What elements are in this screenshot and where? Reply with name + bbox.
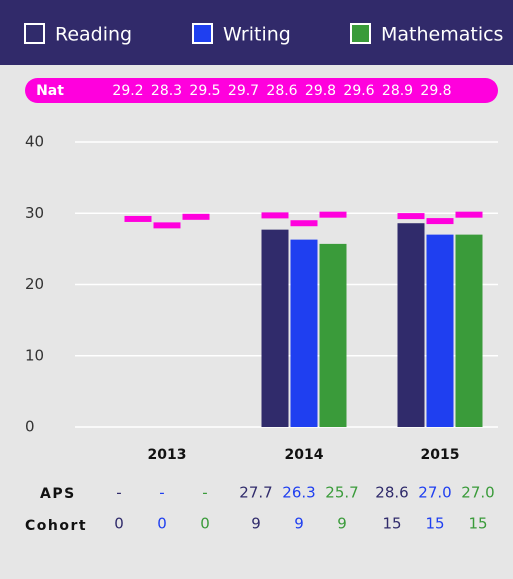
legend-bar	[0, 0, 513, 65]
aps-value: 25.7	[325, 484, 358, 502]
y-tick-label: 20	[25, 275, 44, 293]
y-tick-label: 0	[25, 418, 35, 436]
nat-marker	[290, 220, 318, 227]
row-label: Cohort	[25, 518, 87, 534]
legend-swatch	[24, 23, 45, 44]
nat-marker	[153, 222, 181, 229]
row-label: APS	[40, 486, 76, 502]
bar	[319, 243, 347, 427]
nat-value: 29.2	[112, 83, 143, 99]
aps-value: 26.3	[282, 484, 315, 502]
nat-marker	[319, 211, 347, 218]
y-tick-label: 30	[25, 204, 44, 222]
legend-label: Mathematics	[381, 24, 503, 46]
x-tick-label: 2014	[285, 447, 324, 463]
cohort-value: 15	[468, 515, 487, 533]
nat-value: 29.8	[420, 83, 451, 99]
nat-pill	[25, 78, 498, 103]
bar	[397, 223, 425, 427]
cohort-value: 0	[114, 515, 124, 533]
bar	[426, 234, 454, 427]
legend-label: Reading	[55, 24, 132, 46]
aps-value: 27.7	[239, 484, 272, 502]
aps-value: -	[116, 484, 121, 502]
legend-swatch	[192, 23, 213, 44]
nat-value: 28.3	[151, 83, 182, 99]
bar	[261, 229, 289, 427]
legend-label: Writing	[223, 24, 291, 46]
aps-value: -	[202, 484, 207, 502]
y-tick-label: 10	[25, 346, 44, 364]
nat-value: 28.6	[266, 83, 297, 99]
aps-value: 28.6	[375, 484, 408, 502]
x-tick-label: 2015	[421, 447, 460, 463]
nat-label: Nat	[36, 83, 64, 99]
legend-swatch	[350, 23, 371, 44]
nat-marker	[261, 212, 289, 219]
nat-value: 29.8	[305, 83, 336, 99]
nat-marker	[124, 215, 152, 222]
x-tick-label: 2013	[148, 447, 187, 463]
nat-marker	[455, 211, 483, 218]
nat-marker	[397, 213, 425, 220]
nat-marker	[426, 218, 454, 225]
nat-value: 29.5	[189, 83, 220, 99]
cohort-value: 9	[294, 515, 304, 533]
bar	[290, 239, 318, 427]
cohort-value: 0	[200, 515, 210, 533]
y-tick-label: 40	[25, 133, 44, 151]
nat-value: 29.6	[343, 83, 374, 99]
cohort-value: 15	[425, 515, 444, 533]
aps-value: 27.0	[461, 484, 494, 502]
cohort-value: 9	[337, 515, 347, 533]
nat-value: 29.7	[228, 83, 259, 99]
nat-marker	[182, 213, 210, 220]
cohort-value: 9	[251, 515, 261, 533]
aps-value: 27.0	[418, 484, 451, 502]
aps-value: -	[159, 484, 164, 502]
cohort-value: 0	[157, 515, 167, 533]
nat-value: 28.9	[382, 83, 413, 99]
bar	[455, 234, 483, 427]
cohort-value: 15	[382, 515, 401, 533]
